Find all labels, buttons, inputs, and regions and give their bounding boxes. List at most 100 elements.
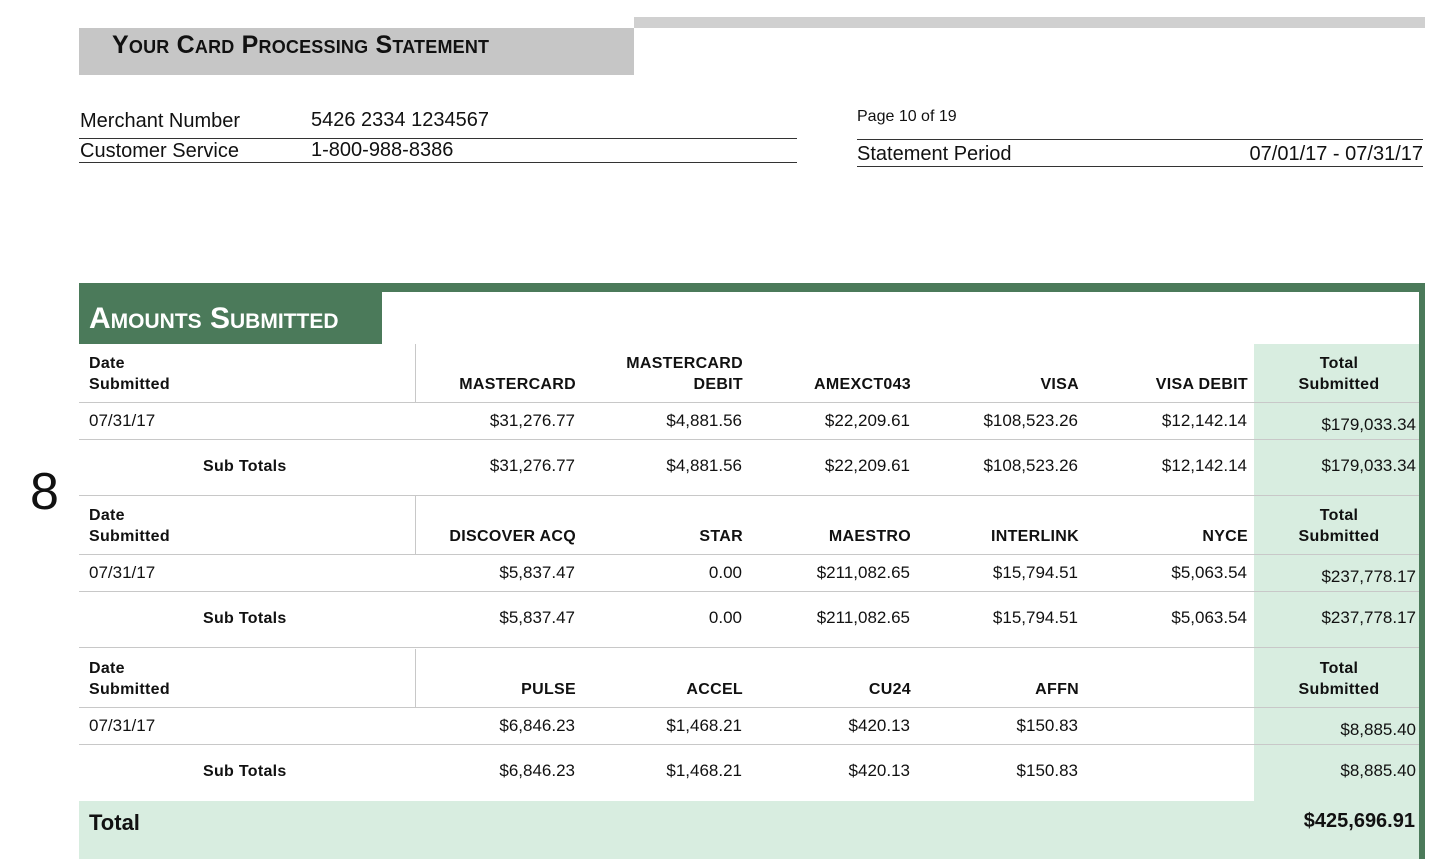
subtotal-value: $5,063.54 (1171, 608, 1247, 627)
header-divider (79, 707, 1419, 708)
row-date: 07/31/17 (89, 563, 156, 582)
subtotal-value: $108,523.26 (983, 456, 1078, 475)
amounts-submitted-section: Amounts Submitted Total $425,696.91 Date… (79, 283, 1425, 859)
card-column-header: MAESTRO (828, 528, 911, 545)
statement-title: Your Card Processing Statement (112, 31, 490, 59)
row-value: $4,881.56 (666, 411, 742, 430)
row-total: $237,778.17 (1321, 567, 1416, 586)
section-top-rule (79, 283, 1425, 292)
block-divider (79, 647, 1419, 648)
block-divider (79, 495, 1419, 496)
date-submitted-header: Date (89, 507, 125, 524)
section-title-box: Amounts Submitted (79, 292, 382, 344)
date-column-separator (415, 496, 416, 555)
header-top-bar (634, 17, 1425, 28)
subtotal-total: $179,033.34 (1321, 456, 1416, 475)
date-submitted-header: Submitted (89, 681, 170, 698)
row-total: $8,885.40 (1340, 720, 1416, 739)
card-column-header: AMEXCT043 (814, 376, 911, 393)
date-column-separator (415, 649, 416, 708)
period-bottom-line (857, 166, 1423, 167)
row-divider (79, 439, 1419, 440)
card-column-header: STAR (699, 528, 743, 545)
header-divider (79, 402, 1419, 403)
card-column-header: VISA DEBIT (1155, 376, 1248, 393)
card-column-header: DEBIT (693, 376, 743, 393)
row-value: $5,063.54 (1171, 563, 1247, 582)
total-submitted-header: Submitted (1298, 376, 1380, 393)
statement-period-label: Statement Period (857, 143, 1012, 165)
card-column-header: CU24 (868, 681, 911, 698)
subtotal-value: $150.83 (1016, 761, 1078, 780)
total-column-background (1254, 344, 1419, 801)
card-column-header: DISCOVER ACQ (449, 528, 576, 545)
merchant-number-value: 5426 2334 1234567 (311, 109, 489, 131)
subtotal-value: 0.00 (708, 608, 742, 627)
row-value: $15,794.51 (992, 563, 1078, 582)
row-divider (79, 744, 1419, 745)
subtotal-label: Sub Totals (203, 610, 287, 627)
card-column-header: ACCEL (686, 681, 743, 698)
card-column-header: MASTERCARD (626, 355, 743, 372)
statement-title-box: Your Card Processing Statement (79, 28, 634, 75)
total-submitted-header: Total (1319, 660, 1359, 677)
subtotal-value: $6,846.23 (499, 761, 575, 780)
row-value: $12,142.14 (1161, 411, 1247, 430)
row-value: $5,837.47 (499, 563, 575, 582)
total-submitted-header: Total (1319, 507, 1359, 524)
subtotal-value: $211,082.65 (816, 608, 910, 627)
customer-service-value: 1-800-988-8386 (311, 139, 454, 161)
grand-total-band (79, 801, 1419, 859)
date-submitted-header: Submitted (89, 376, 170, 393)
row-value: $1,468.21 (666, 716, 742, 735)
grand-total-label: Total (89, 810, 140, 835)
merchant-number-label: Merchant Number (80, 110, 241, 132)
card-column-header: INTERLINK (990, 528, 1079, 545)
subtotal-value: $15,794.51 (992, 608, 1078, 627)
card-column-header: PULSE (521, 681, 576, 698)
date-submitted-header: Submitted (89, 528, 170, 545)
service-row-line (79, 162, 797, 163)
section-right-rule (1419, 283, 1425, 859)
subtotal-total: $8,885.40 (1340, 761, 1416, 780)
row-total: $179,033.34 (1321, 415, 1416, 434)
row-value: $22,209.61 (824, 411, 910, 430)
row-value: $6,846.23 (499, 716, 575, 735)
total-submitted-header: Submitted (1298, 528, 1380, 545)
subtotal-label: Sub Totals (203, 458, 287, 475)
total-submitted-header: Submitted (1298, 681, 1380, 698)
date-submitted-header: Date (89, 660, 125, 677)
subtotal-value: $31,276.77 (489, 456, 575, 475)
row-value: 0.00 (708, 563, 742, 582)
row-value: $211,082.65 (816, 563, 910, 582)
customer-service-label: Customer Service (80, 140, 239, 162)
row-value: $420.13 (848, 716, 910, 735)
margin-number: 8 (30, 463, 59, 521)
subtotal-label: Sub Totals (203, 763, 287, 780)
period-top-line (857, 139, 1423, 140)
card-column-header: MASTERCARD (459, 376, 576, 393)
row-date: 07/31/17 (89, 411, 156, 430)
card-column-header: NYCE (1202, 528, 1248, 545)
header-divider (79, 554, 1419, 555)
row-value: $108,523.26 (983, 411, 1078, 430)
subtotal-value: $1,468.21 (666, 761, 742, 780)
statement-period-value: 07/01/17 - 07/31/17 (1249, 143, 1423, 165)
subtotal-total: $237,778.17 (1321, 608, 1416, 627)
page-number: Page 10 of 19 (857, 108, 957, 125)
subtotal-value: $22,209.61 (824, 456, 910, 475)
grand-total-value: $425,696.91 (1303, 810, 1415, 832)
date-submitted-header: Date (89, 355, 125, 372)
subtotal-value: $420.13 (848, 761, 910, 780)
row-date: 07/31/17 (89, 716, 156, 735)
merchant-row-line (79, 138, 797, 139)
section-title: Amounts Submitted (89, 302, 339, 335)
date-column-separator (415, 344, 416, 403)
subtotal-value: $5,837.47 (499, 608, 575, 627)
subtotal-value: $4,881.56 (666, 456, 742, 475)
card-column-header: VISA (1040, 376, 1079, 393)
subtotal-value: $12,142.14 (1161, 456, 1247, 475)
row-divider (79, 591, 1419, 592)
row-value: $31,276.77 (489, 411, 575, 430)
total-submitted-header: Total (1319, 355, 1359, 372)
